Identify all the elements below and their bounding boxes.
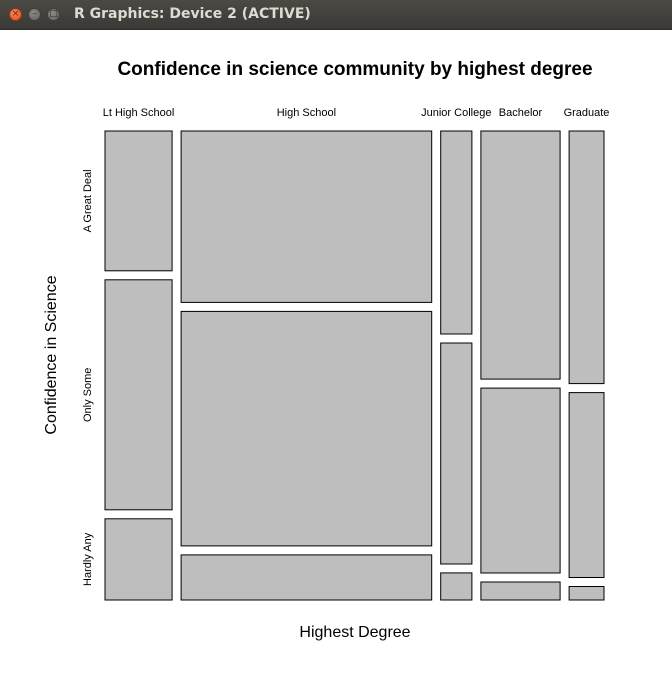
column-label-bachelor: Bachelor	[499, 107, 543, 119]
tile-high-school-a-great-deal	[180, 130, 433, 303]
column-label-lt-high-school: Lt High School	[103, 107, 175, 119]
mosaic-tiles	[104, 130, 605, 601]
column-label-junior-college: Junior College	[421, 107, 491, 119]
column-labels: Lt High School High School Junior College B…	[103, 107, 610, 119]
column-label-high-school: High School	[277, 107, 336, 119]
tile-junior-college-hardly-any	[440, 572, 473, 601]
tile-junior-college-a-great-deal	[440, 130, 473, 335]
y-axis-label: Confidence in Science	[43, 275, 60, 434]
window-title: R Graphics: Device 2 (ACTIVE)	[74, 6, 311, 22]
row-label-hardly-any: Hardly Any	[82, 532, 94, 586]
x-axis-label: Highest Degree	[299, 624, 410, 641]
chart-title: Confidence in science community by highe…	[117, 59, 592, 80]
tile-graduate-a-great-deal	[568, 130, 605, 385]
maximize-icon: □	[49, 9, 58, 19]
tile-high-school-only-some	[180, 310, 433, 547]
row-label-only-some: Only Some	[82, 368, 94, 422]
row-labels: A Great Deal Only Some Hardly Any	[82, 169, 94, 586]
window-titlebar: × – □ R Graphics: Device 2 (ACTIVE)	[0, 0, 672, 30]
tile-bachelor-a-great-deal	[480, 130, 561, 380]
tile-junior-college-only-some	[440, 342, 473, 565]
tile-high-school-hardly-any	[180, 554, 433, 601]
tile-bachelor-only-some	[480, 387, 561, 574]
row-label-a-great-deal: A Great Deal	[82, 169, 94, 232]
window-minimize-button[interactable]: –	[28, 8, 41, 21]
tile-lt-high-school-only-some	[104, 279, 173, 511]
window-maximize-button[interactable]: □	[47, 8, 60, 21]
tile-bachelor-hardly-any	[480, 581, 561, 601]
tile-lt-high-school-a-great-deal	[104, 130, 173, 272]
close-icon: ×	[11, 9, 20, 19]
tile-lt-high-school-hardly-any	[104, 518, 173, 601]
window-close-button[interactable]: ×	[9, 8, 22, 21]
tile-graduate-hardly-any	[568, 586, 605, 601]
tile-graduate-only-some	[568, 392, 605, 578]
minimize-icon: –	[32, 9, 37, 19]
mosaic-plot: Confidence in science community by highe…	[43, 59, 610, 641]
column-label-graduate: Graduate	[564, 107, 610, 119]
